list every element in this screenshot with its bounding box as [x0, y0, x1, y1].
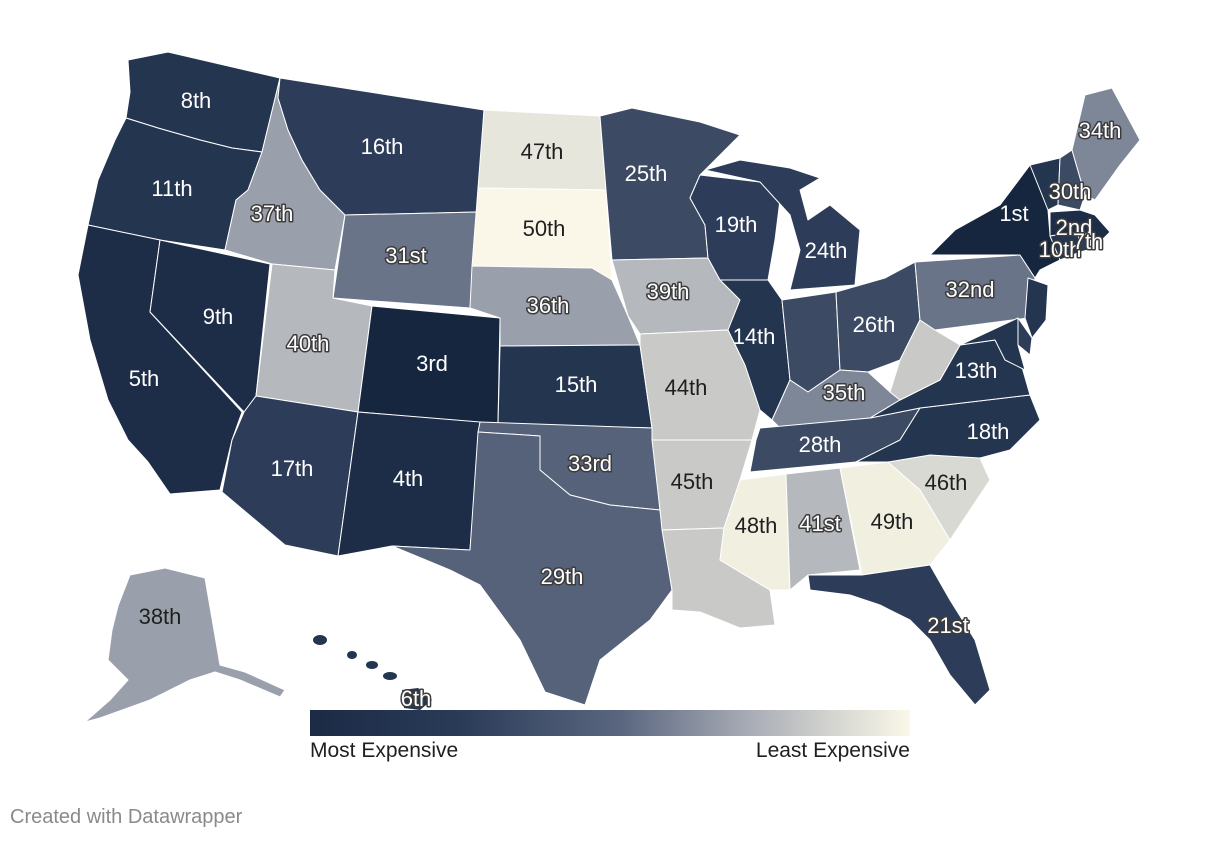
label-TX: 29th [541, 564, 584, 589]
state-HI[interactable] [313, 635, 432, 710]
label-HI: 6th [401, 686, 432, 711]
label-MN: 25th [625, 161, 668, 186]
label-NH: 30th [1049, 179, 1092, 204]
state-MI[interactable] [704, 159, 861, 291]
label-CT: 10th [1039, 237, 1082, 262]
label-MS: 48th [735, 513, 778, 538]
label-MI: 24th [805, 238, 848, 263]
label-MT: 16th [361, 134, 404, 159]
label-NY: 1st [999, 201, 1028, 226]
label-AK: 38th [139, 604, 182, 629]
label-OK: 33rd [568, 451, 612, 476]
label-MO: 44th [665, 375, 708, 400]
label-MA: 2nd [1056, 215, 1093, 240]
label-OH: 26th [853, 312, 896, 337]
state-NH[interactable] [1057, 149, 1086, 211]
label-ME: 34th [1079, 118, 1122, 143]
label-KS: 15th [555, 372, 598, 397]
label-OR: 11th [151, 176, 192, 201]
label-FL: 21st [927, 613, 969, 638]
state-FL[interactable] [807, 564, 991, 706]
label-PA: 32nd [946, 277, 995, 302]
label-ID: 37th [251, 201, 294, 226]
label-WA: 8th [181, 88, 212, 113]
state-AK[interactable] [84, 567, 286, 723]
state-IL[interactable] [719, 279, 791, 421]
legend-high-label: Least Expensive [755, 739, 910, 762]
state-RI[interactable] [1077, 231, 1091, 253]
label-VA: 13th [955, 358, 998, 383]
state-WV[interactable] [889, 319, 961, 401]
label-SD: 50th [523, 216, 566, 241]
state-MD[interactable] [959, 317, 1026, 371]
legend-low-label: Most Expensive [310, 739, 459, 762]
label-SC: 46th [925, 470, 968, 495]
label-UT: 40th [287, 331, 330, 356]
label-NV: 9th [203, 304, 234, 329]
label-AZ: 17th [271, 456, 314, 481]
color-scale-legend [310, 710, 910, 736]
label-WY: 31st [385, 243, 427, 268]
label-ND: 47th [521, 139, 564, 164]
label-TN: 28th [799, 432, 842, 457]
label-IA: 39th [647, 279, 690, 304]
state-AL[interactable] [785, 467, 861, 591]
label-AL: 41st [799, 511, 841, 536]
label-NE: 36th [527, 293, 570, 318]
label-CA: 5th [129, 366, 160, 391]
label-IL: 14th [733, 324, 776, 349]
label-KY: 35th [823, 380, 866, 405]
label-WI: 19th [715, 212, 758, 237]
label-CO: 3rd [416, 351, 448, 376]
label-NC: 18th [967, 419, 1010, 444]
state-TX[interactable] [391, 431, 673, 706]
state-ME[interactable] [1071, 87, 1141, 201]
label-AR: 45th [671, 469, 714, 494]
label-NM: 4th [393, 466, 424, 491]
state-NJ[interactable] [1024, 277, 1049, 339]
label-RI: 7th [1073, 229, 1104, 254]
label-GA: 49th [871, 509, 914, 534]
credit-text: Created with Datawrapper [10, 806, 243, 828]
